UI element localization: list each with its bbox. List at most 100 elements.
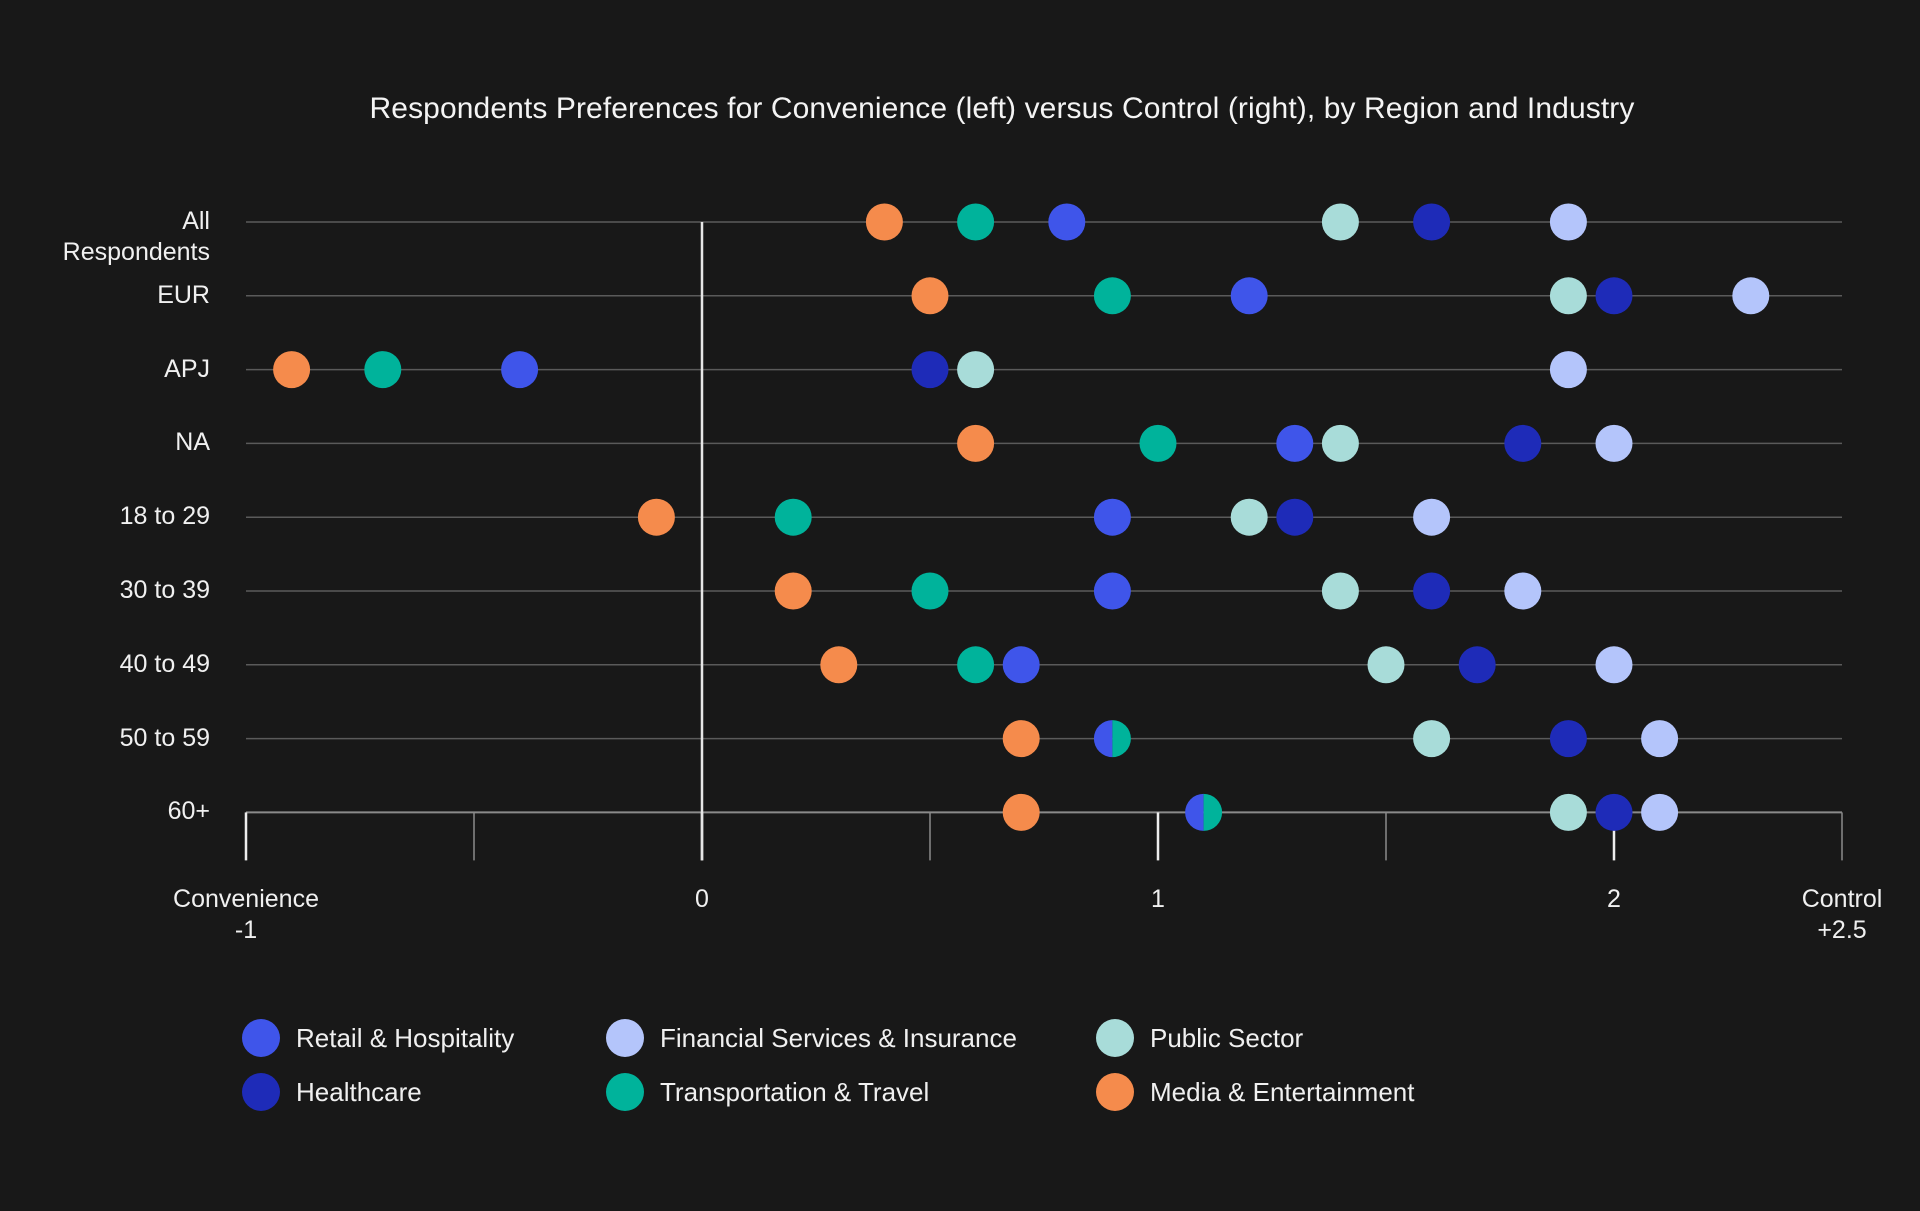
y-axis-label: 60+ xyxy=(168,796,210,827)
data-point-transport xyxy=(957,203,995,241)
data-point-retail xyxy=(1276,424,1314,462)
x-axis-left-label: Convenience -1 xyxy=(173,884,319,946)
data-point-public xyxy=(1321,203,1359,241)
data-point-financial xyxy=(1732,277,1770,315)
data-point-financial xyxy=(1595,424,1633,462)
legend-label-healthcare: Healthcare xyxy=(296,1076,422,1107)
data-point-public xyxy=(1413,720,1451,758)
data-point-public xyxy=(1321,572,1359,610)
x-axis-right-label: Control +2.5 xyxy=(1802,884,1883,946)
data-point-healthcare xyxy=(1595,793,1633,831)
data-point-media xyxy=(820,646,858,684)
data-point-transport xyxy=(1139,424,1177,462)
data-point-transport-half xyxy=(1112,720,1131,758)
legend-label-retail: Retail & Hospitality xyxy=(296,1022,515,1053)
legend-item-media: Media & Entertainment xyxy=(1096,1072,1414,1112)
y-axis-label: 40 to 49 xyxy=(120,649,210,680)
x-tick-label-2: 2 xyxy=(1607,885,1621,913)
data-point-public xyxy=(1367,646,1405,684)
y-axis-label: NA xyxy=(175,427,210,458)
x-axis-left-title: Convenience xyxy=(173,885,319,913)
y-axis-label-line: EUR xyxy=(157,280,210,309)
data-point-public xyxy=(1230,498,1268,536)
data-point-public xyxy=(1321,424,1359,462)
x-tick-label-0: 0 xyxy=(695,885,709,913)
legend-item-retail: Retail & Hospitality xyxy=(242,1018,514,1058)
data-point-financial xyxy=(1641,720,1679,758)
data-point-financial xyxy=(1413,498,1451,536)
data-point-retail xyxy=(1230,277,1268,315)
legend-swatch-public xyxy=(1096,1019,1134,1057)
y-axis-label: 30 to 39 xyxy=(120,575,210,606)
legend-swatch-healthcare xyxy=(242,1073,280,1111)
data-point-media xyxy=(1002,793,1040,831)
data-point-financial xyxy=(1549,203,1587,241)
y-axis-label-line: APJ xyxy=(164,354,210,383)
data-point-transport-half xyxy=(1203,793,1223,831)
x-tick-label-plus-2-5: +2.5 xyxy=(1817,916,1867,944)
legend-label-public: Public Sector xyxy=(1150,1022,1304,1053)
data-point-healthcare xyxy=(1549,720,1587,758)
data-point-public xyxy=(1549,277,1587,315)
data-point-media xyxy=(1002,720,1040,758)
legend-swatch-retail xyxy=(242,1019,280,1057)
x-axis-right-title: Control xyxy=(1801,885,1883,913)
y-axis-label-line: 40 to 49 xyxy=(119,649,210,678)
y-axis-label: EUR xyxy=(157,280,210,311)
data-point-public xyxy=(1549,793,1587,831)
data-point-healthcare xyxy=(1504,424,1542,462)
data-point-retail-half xyxy=(1185,793,1204,831)
x-tick-label-minus-1: -1 xyxy=(234,916,258,944)
x-tick-label-1: 1 xyxy=(1151,885,1165,913)
y-axis-label: APJ xyxy=(164,354,210,385)
data-point-transport xyxy=(774,498,812,536)
data-point-transport xyxy=(1093,277,1131,315)
y-axis-label-line: Respondents xyxy=(62,238,210,266)
data-point-retail xyxy=(1048,203,1086,241)
legend-swatch-transport xyxy=(606,1073,644,1111)
legend-label-media: Media & Entertainment xyxy=(1150,1076,1415,1107)
legend-item-public: Public Sector xyxy=(1096,1018,1303,1058)
data-point-media xyxy=(865,203,903,241)
chart-title: Respondents Preferences for Convenience … xyxy=(369,92,1635,125)
y-axis-label-line: 18 to 29 xyxy=(119,502,210,531)
legend-item-financial: Financial Services & Insurance xyxy=(606,1018,1017,1058)
data-point-media xyxy=(957,424,995,462)
legend-item-transport: Transportation & Travel xyxy=(606,1072,929,1112)
data-point-retail xyxy=(1093,498,1131,536)
data-point-healthcare xyxy=(1413,572,1451,610)
data-point-retail xyxy=(501,351,539,389)
data-point-media xyxy=(273,351,311,389)
data-point-public xyxy=(957,351,995,389)
legend-item-healthcare: Healthcare xyxy=(242,1072,422,1112)
data-point-transport xyxy=(364,351,402,389)
legend-swatch-media xyxy=(1096,1073,1134,1111)
data-point-healthcare xyxy=(1413,203,1451,241)
legend-swatch-financial xyxy=(606,1019,644,1057)
y-axis-label-line: 60+ xyxy=(167,797,210,826)
y-axis-label-line: NA xyxy=(175,428,210,457)
y-axis-label: 18 to 29 xyxy=(120,501,210,532)
data-point-media xyxy=(911,277,949,315)
y-axis-label-line: 50 to 59 xyxy=(119,723,210,752)
legend-label-financial: Financial Services & Insurance xyxy=(660,1022,1017,1053)
data-point-financial xyxy=(1641,793,1679,831)
y-axis-label: 50 to 59 xyxy=(120,723,210,754)
y-axis-label-line: 30 to 39 xyxy=(119,576,210,604)
y-axis-label: All Respondents xyxy=(63,206,210,268)
data-point-retail-half xyxy=(1093,720,1113,758)
y-axis-label-line: All xyxy=(182,207,210,235)
data-point-healthcare xyxy=(1276,498,1314,536)
data-point-retail xyxy=(1093,572,1131,610)
data-point-financial xyxy=(1595,646,1633,684)
data-point-financial xyxy=(1549,351,1587,389)
data-point-retail xyxy=(1002,646,1040,684)
data-point-media xyxy=(637,498,675,536)
data-point-media xyxy=(774,572,812,610)
data-point-healthcare xyxy=(911,351,949,389)
data-point-healthcare xyxy=(1595,277,1633,315)
data-point-transport xyxy=(957,646,995,684)
data-point-transport xyxy=(911,572,949,610)
data-point-healthcare xyxy=(1458,646,1496,684)
